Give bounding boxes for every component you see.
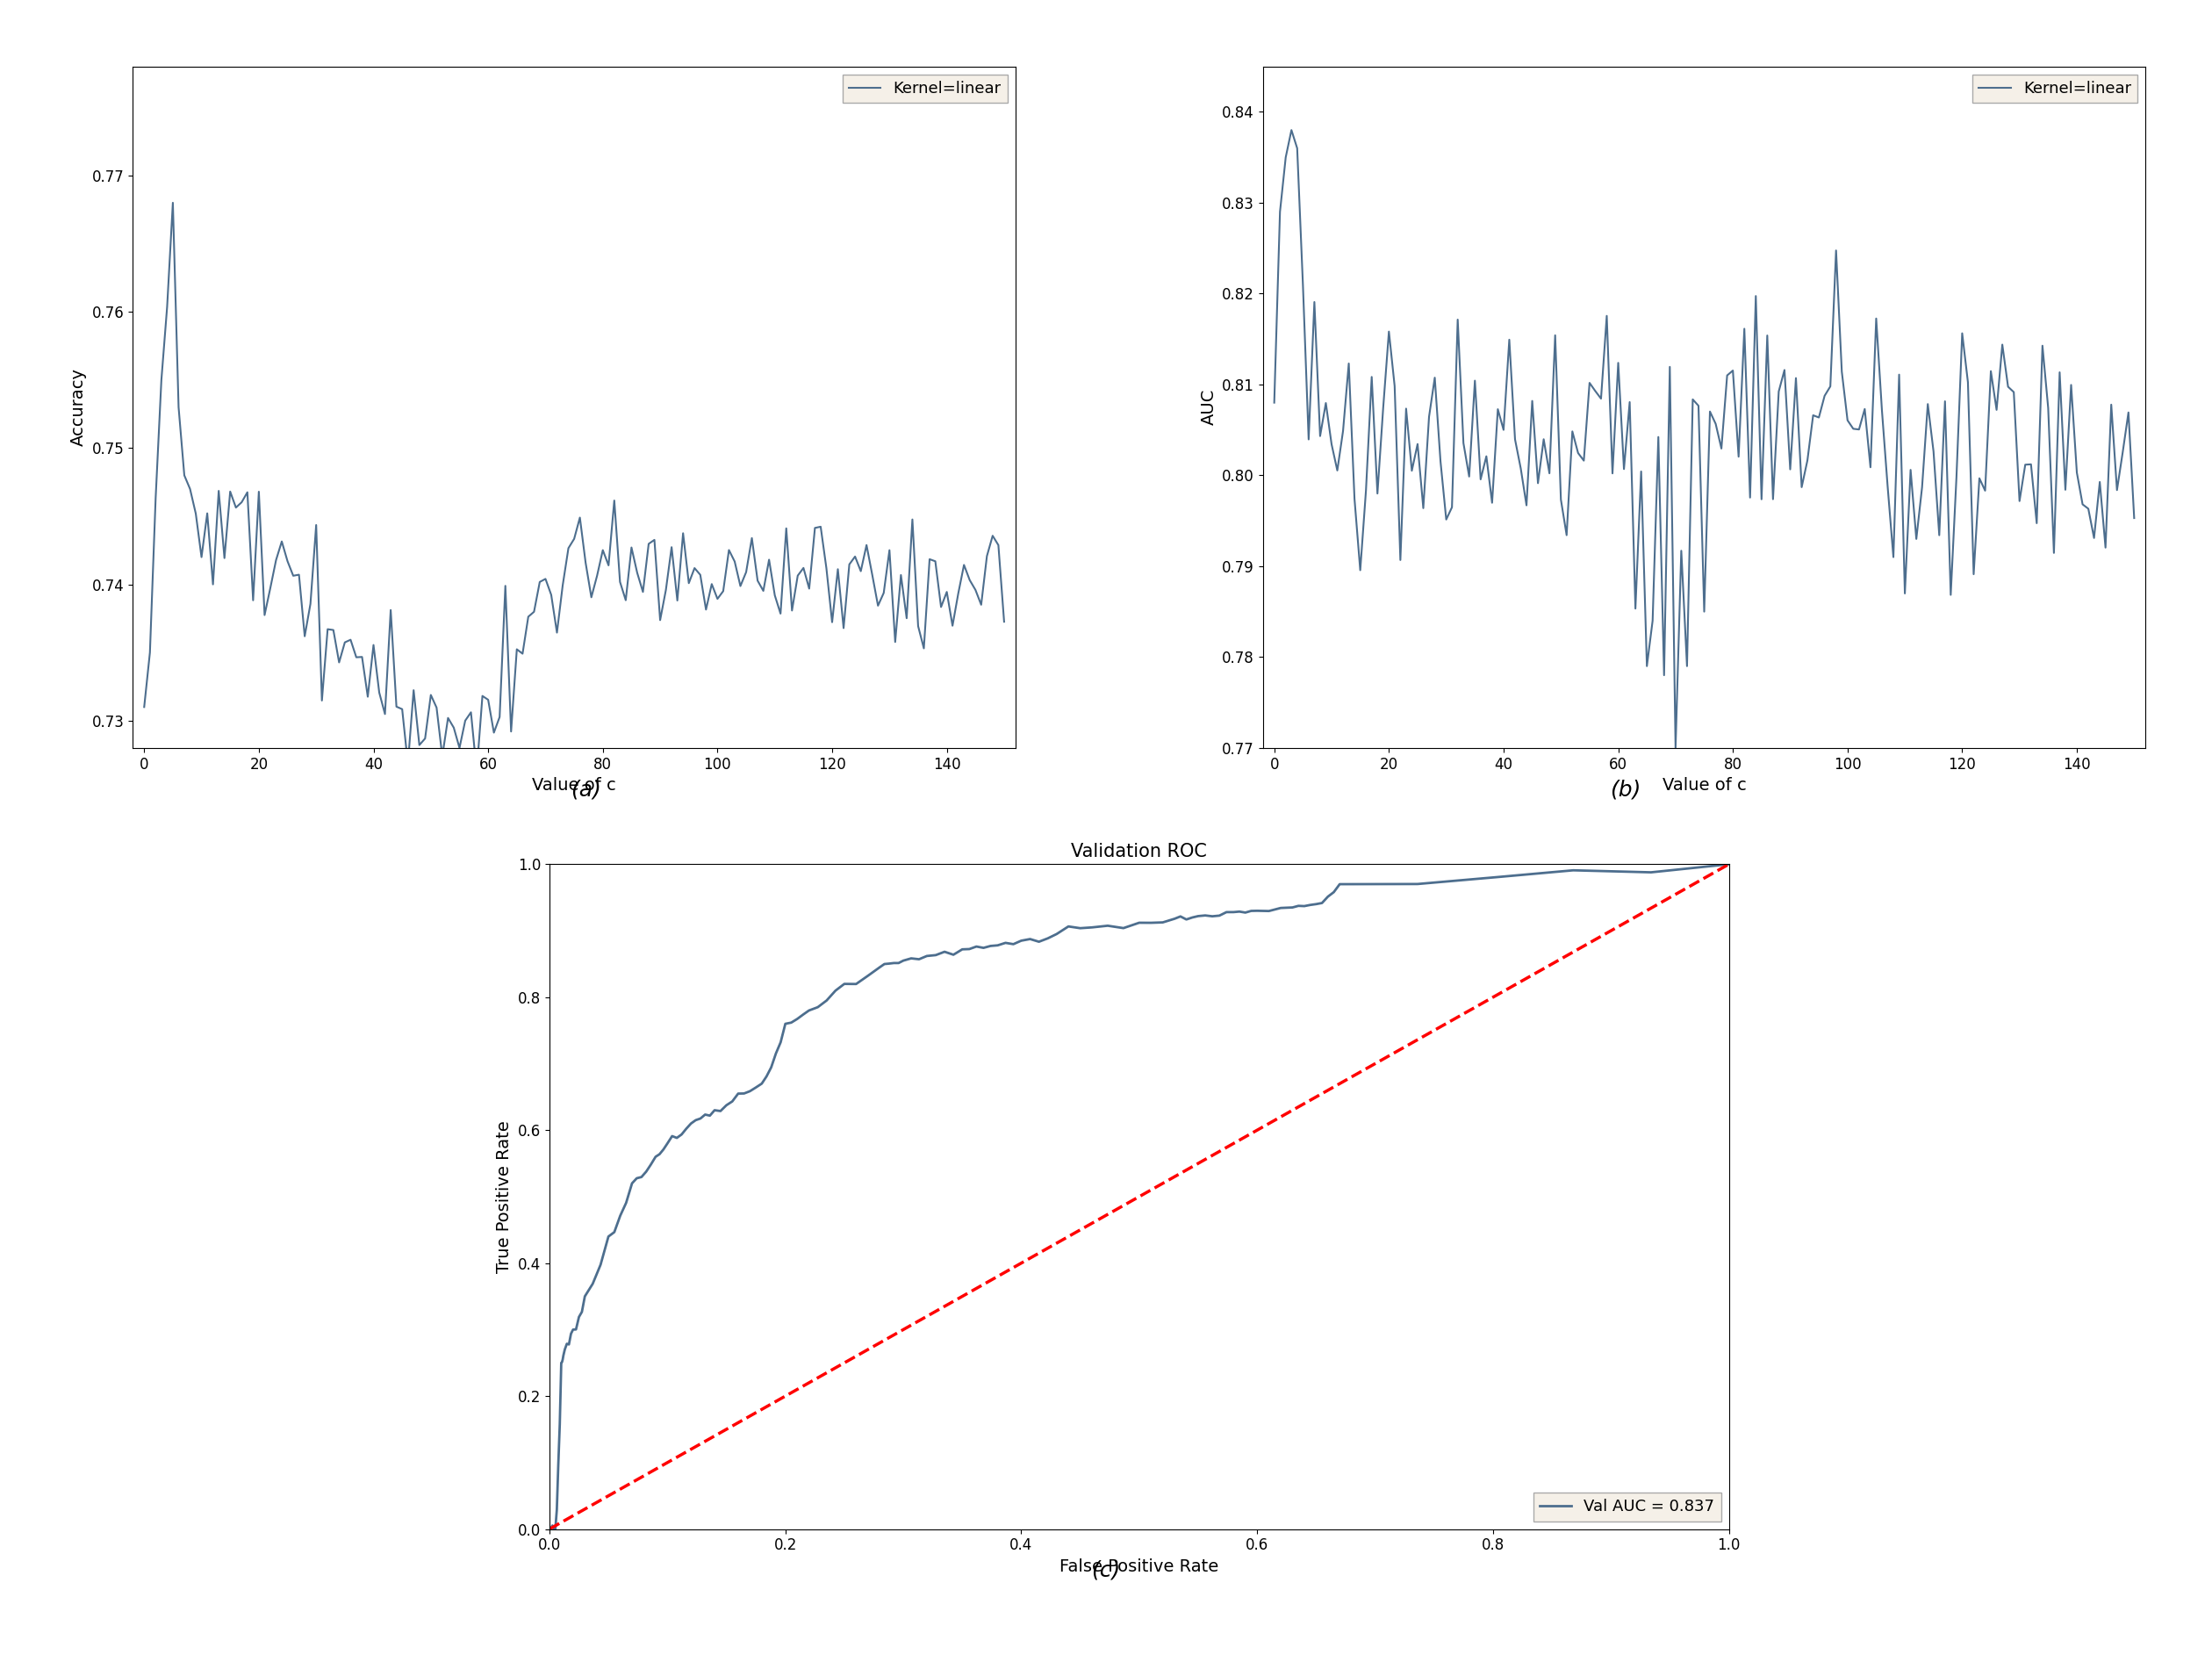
Text: (a): (a) bbox=[571, 779, 602, 799]
Title: Validation ROC: Validation ROC bbox=[1071, 843, 1208, 861]
Val AUC = 0.837 bbox=[535, 1519, 562, 1539]
Y-axis label: True Positive Rate: True Positive Rate bbox=[495, 1120, 513, 1273]
Val AUC = 0.837 bbox=[1310, 892, 1336, 912]
Val AUC = 0.837 bbox=[549, 1353, 575, 1373]
X-axis label: Value of c: Value of c bbox=[533, 778, 617, 794]
Line: Val AUC = 0.837: Val AUC = 0.837 bbox=[549, 864, 1730, 1529]
Legend: Kernel=linear: Kernel=linear bbox=[843, 75, 1009, 103]
Val AUC = 0.837 bbox=[1327, 874, 1354, 894]
Y-axis label: Accuracy: Accuracy bbox=[71, 367, 86, 447]
Y-axis label: AUC: AUC bbox=[1201, 389, 1217, 425]
Text: (c): (c) bbox=[1091, 1561, 1121, 1581]
X-axis label: Value of c: Value of c bbox=[1661, 778, 1745, 794]
Text: (b): (b) bbox=[1610, 779, 1641, 799]
Legend: Val AUC = 0.837: Val AUC = 0.837 bbox=[1533, 1492, 1721, 1521]
Val AUC = 0.837 bbox=[984, 936, 1011, 956]
Val AUC = 0.837 bbox=[956, 939, 982, 959]
Val AUC = 0.837 bbox=[1717, 854, 1743, 874]
Val AUC = 0.837 bbox=[1018, 929, 1044, 949]
X-axis label: False Positive Rate: False Positive Rate bbox=[1060, 1559, 1219, 1576]
Legend: Kernel=linear: Kernel=linear bbox=[1973, 75, 2137, 103]
